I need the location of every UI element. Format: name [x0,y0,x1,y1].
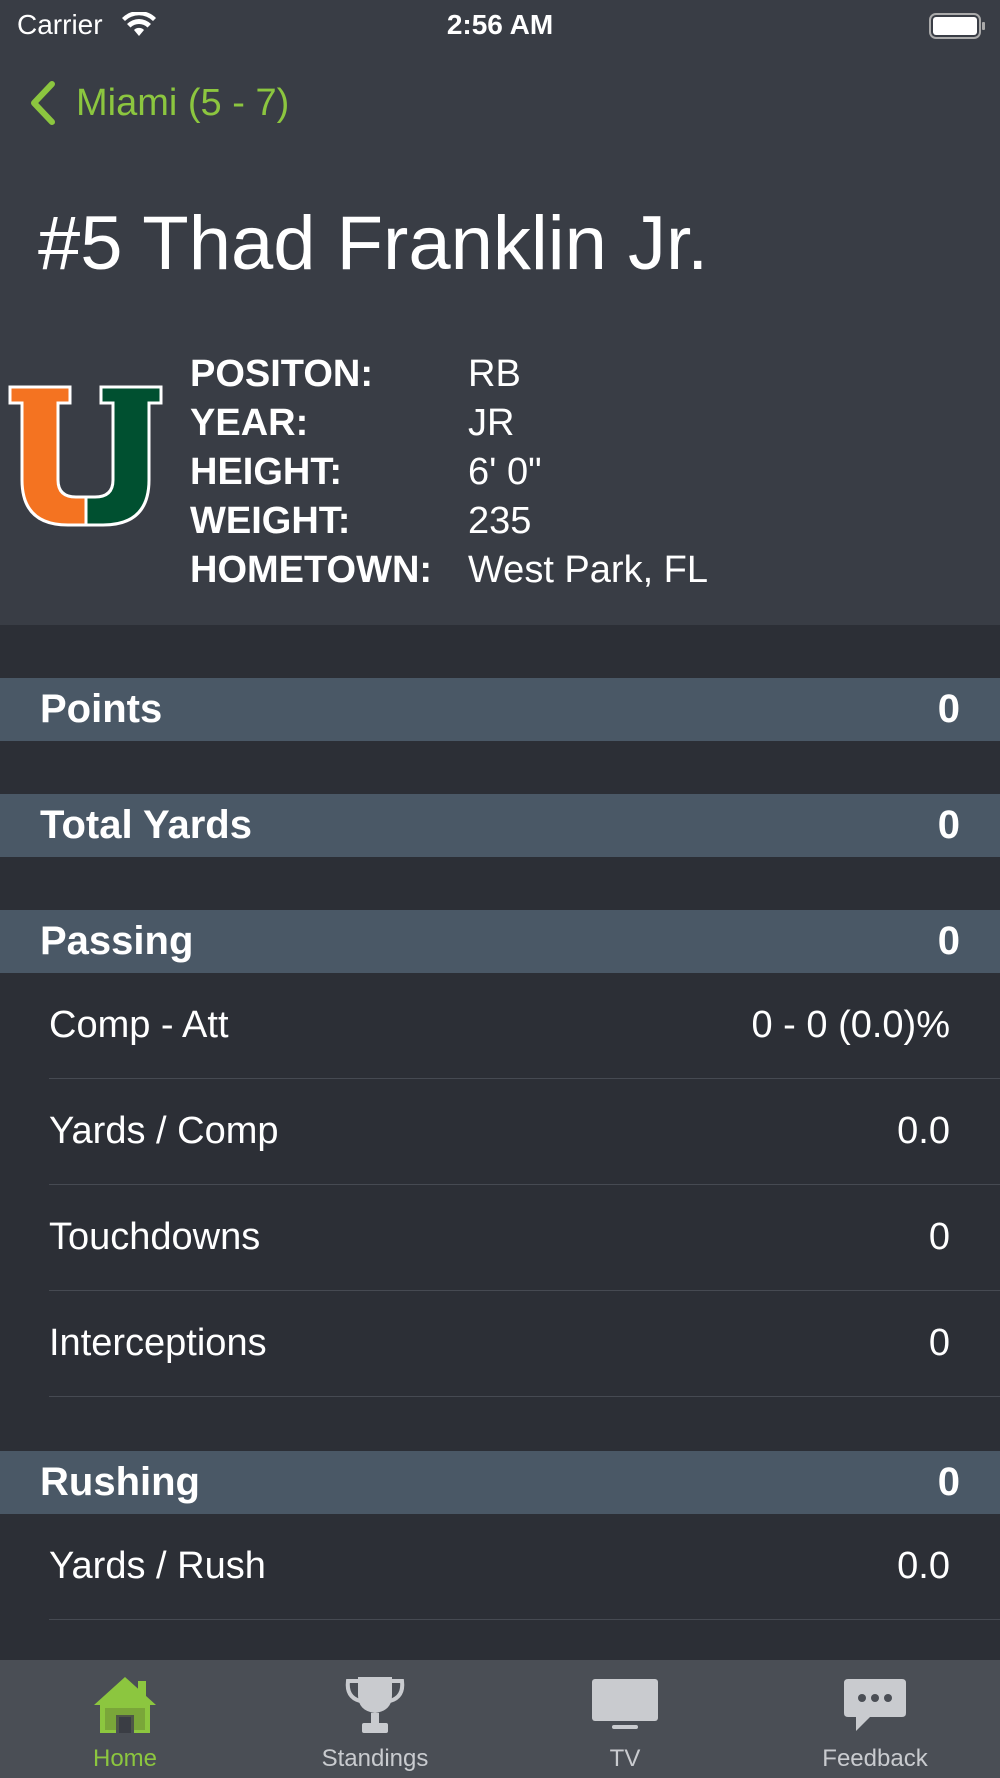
info-value: West Park, FL [468,549,709,591]
info-row-position: POSITON: RB [190,350,708,399]
info-label: YEAR: [190,402,309,444]
stat-value: 0.0 [897,1110,950,1152]
section-total-yards: Total Yards 0 [0,794,1000,857]
section-value: 0 [937,1460,960,1504]
tv-icon [592,1679,658,1729]
stat-row-yards-rush[interactable]: Yards / Rush 0.0 [49,1514,1000,1620]
info-value: JR [468,402,515,444]
stat-value: 0 [928,1322,950,1364]
stat-label: Yards / Rush [49,1545,266,1587]
section-title: Rushing [40,1460,200,1504]
section-title: Points [40,687,163,731]
tab-standings[interactable]: Standings [250,1660,500,1778]
carrier-label: Carrier [17,9,103,40]
stat-row-yards-comp[interactable]: Yards / Comp 0.0 [49,1079,1000,1185]
stat-value: 0 [928,1216,950,1258]
section-title: Passing [40,919,194,963]
tab-label: Home [92,1745,158,1772]
tab-bar: Home Standings TV Feedback [0,1660,1000,1778]
status-time: 2:56 AM [446,9,554,40]
stat-label: Touchdowns [49,1216,261,1258]
section-value: 0 [937,687,960,731]
tab-home[interactable]: Home [0,1660,250,1778]
info-row-weight: WEIGHT: 235 [190,497,708,546]
stat-value: 0 - 0 (0.0)% [751,1004,950,1046]
back-label: Miami (5 - 7) [76,81,290,124]
player-header: Miami (5 - 7) #5 Thad Franklin Jr. POSIT… [0,50,1000,625]
stat-row-interceptions[interactable]: Interceptions 0 [49,1291,1000,1397]
section-rushing: Rushing 0 [0,1451,1000,1514]
status-bar: Carrier 2:56 AM [0,0,1000,50]
home-icon [94,1677,156,1733]
stat-row-touchdowns[interactable]: Touchdowns 0 [49,1185,1000,1291]
info-value: RB [468,353,521,395]
player-name: #5 Thad Franklin Jr. [38,201,709,286]
tab-feedback[interactable]: Feedback [750,1660,1000,1778]
info-row-hometown: HOMETOWN: West Park, FL [190,546,708,595]
section-title: Total Yards [40,803,252,847]
battery-icon [929,13,985,39]
info-value: 235 [468,500,532,542]
info-label: HEIGHT: [190,451,342,493]
section-value: 0 [937,803,960,847]
section-value: 0 [937,919,960,963]
player-info-table: POSITON: RB YEAR: JR HEIGHT: 6' 0" WEIGH… [190,350,708,595]
section-points: Points 0 [0,678,1000,741]
tab-label: Standings [321,1745,429,1772]
info-row-height: HEIGHT: 6' 0" [190,448,708,497]
trophy-icon [345,1677,405,1733]
chevron-left-icon [31,81,55,125]
info-label: POSITON: [190,353,373,395]
chat-icon [844,1679,906,1731]
info-label: HOMETOWN: [190,549,433,591]
stat-row-comp-att[interactable]: Comp - Att 0 - 0 (0.0)% [49,973,1000,1079]
stat-value: 0.0 [897,1545,950,1587]
section-passing: Passing 0 [0,910,1000,973]
stat-label: Yards / Comp [49,1110,279,1152]
tab-label: Feedback [822,1745,928,1772]
tab-label: TV [609,1745,641,1772]
info-value: 6' 0" [468,451,542,493]
tab-tv[interactable]: TV [500,1660,750,1778]
stat-label: Interceptions [49,1322,267,1364]
wifi-icon [122,12,156,36]
team-logo-icon [8,385,163,527]
info-row-year: YEAR: JR [190,399,708,448]
back-button[interactable]: Miami (5 - 7) [28,78,289,128]
info-label: WEIGHT: [190,500,351,542]
stat-label: Comp - Att [49,1004,229,1046]
